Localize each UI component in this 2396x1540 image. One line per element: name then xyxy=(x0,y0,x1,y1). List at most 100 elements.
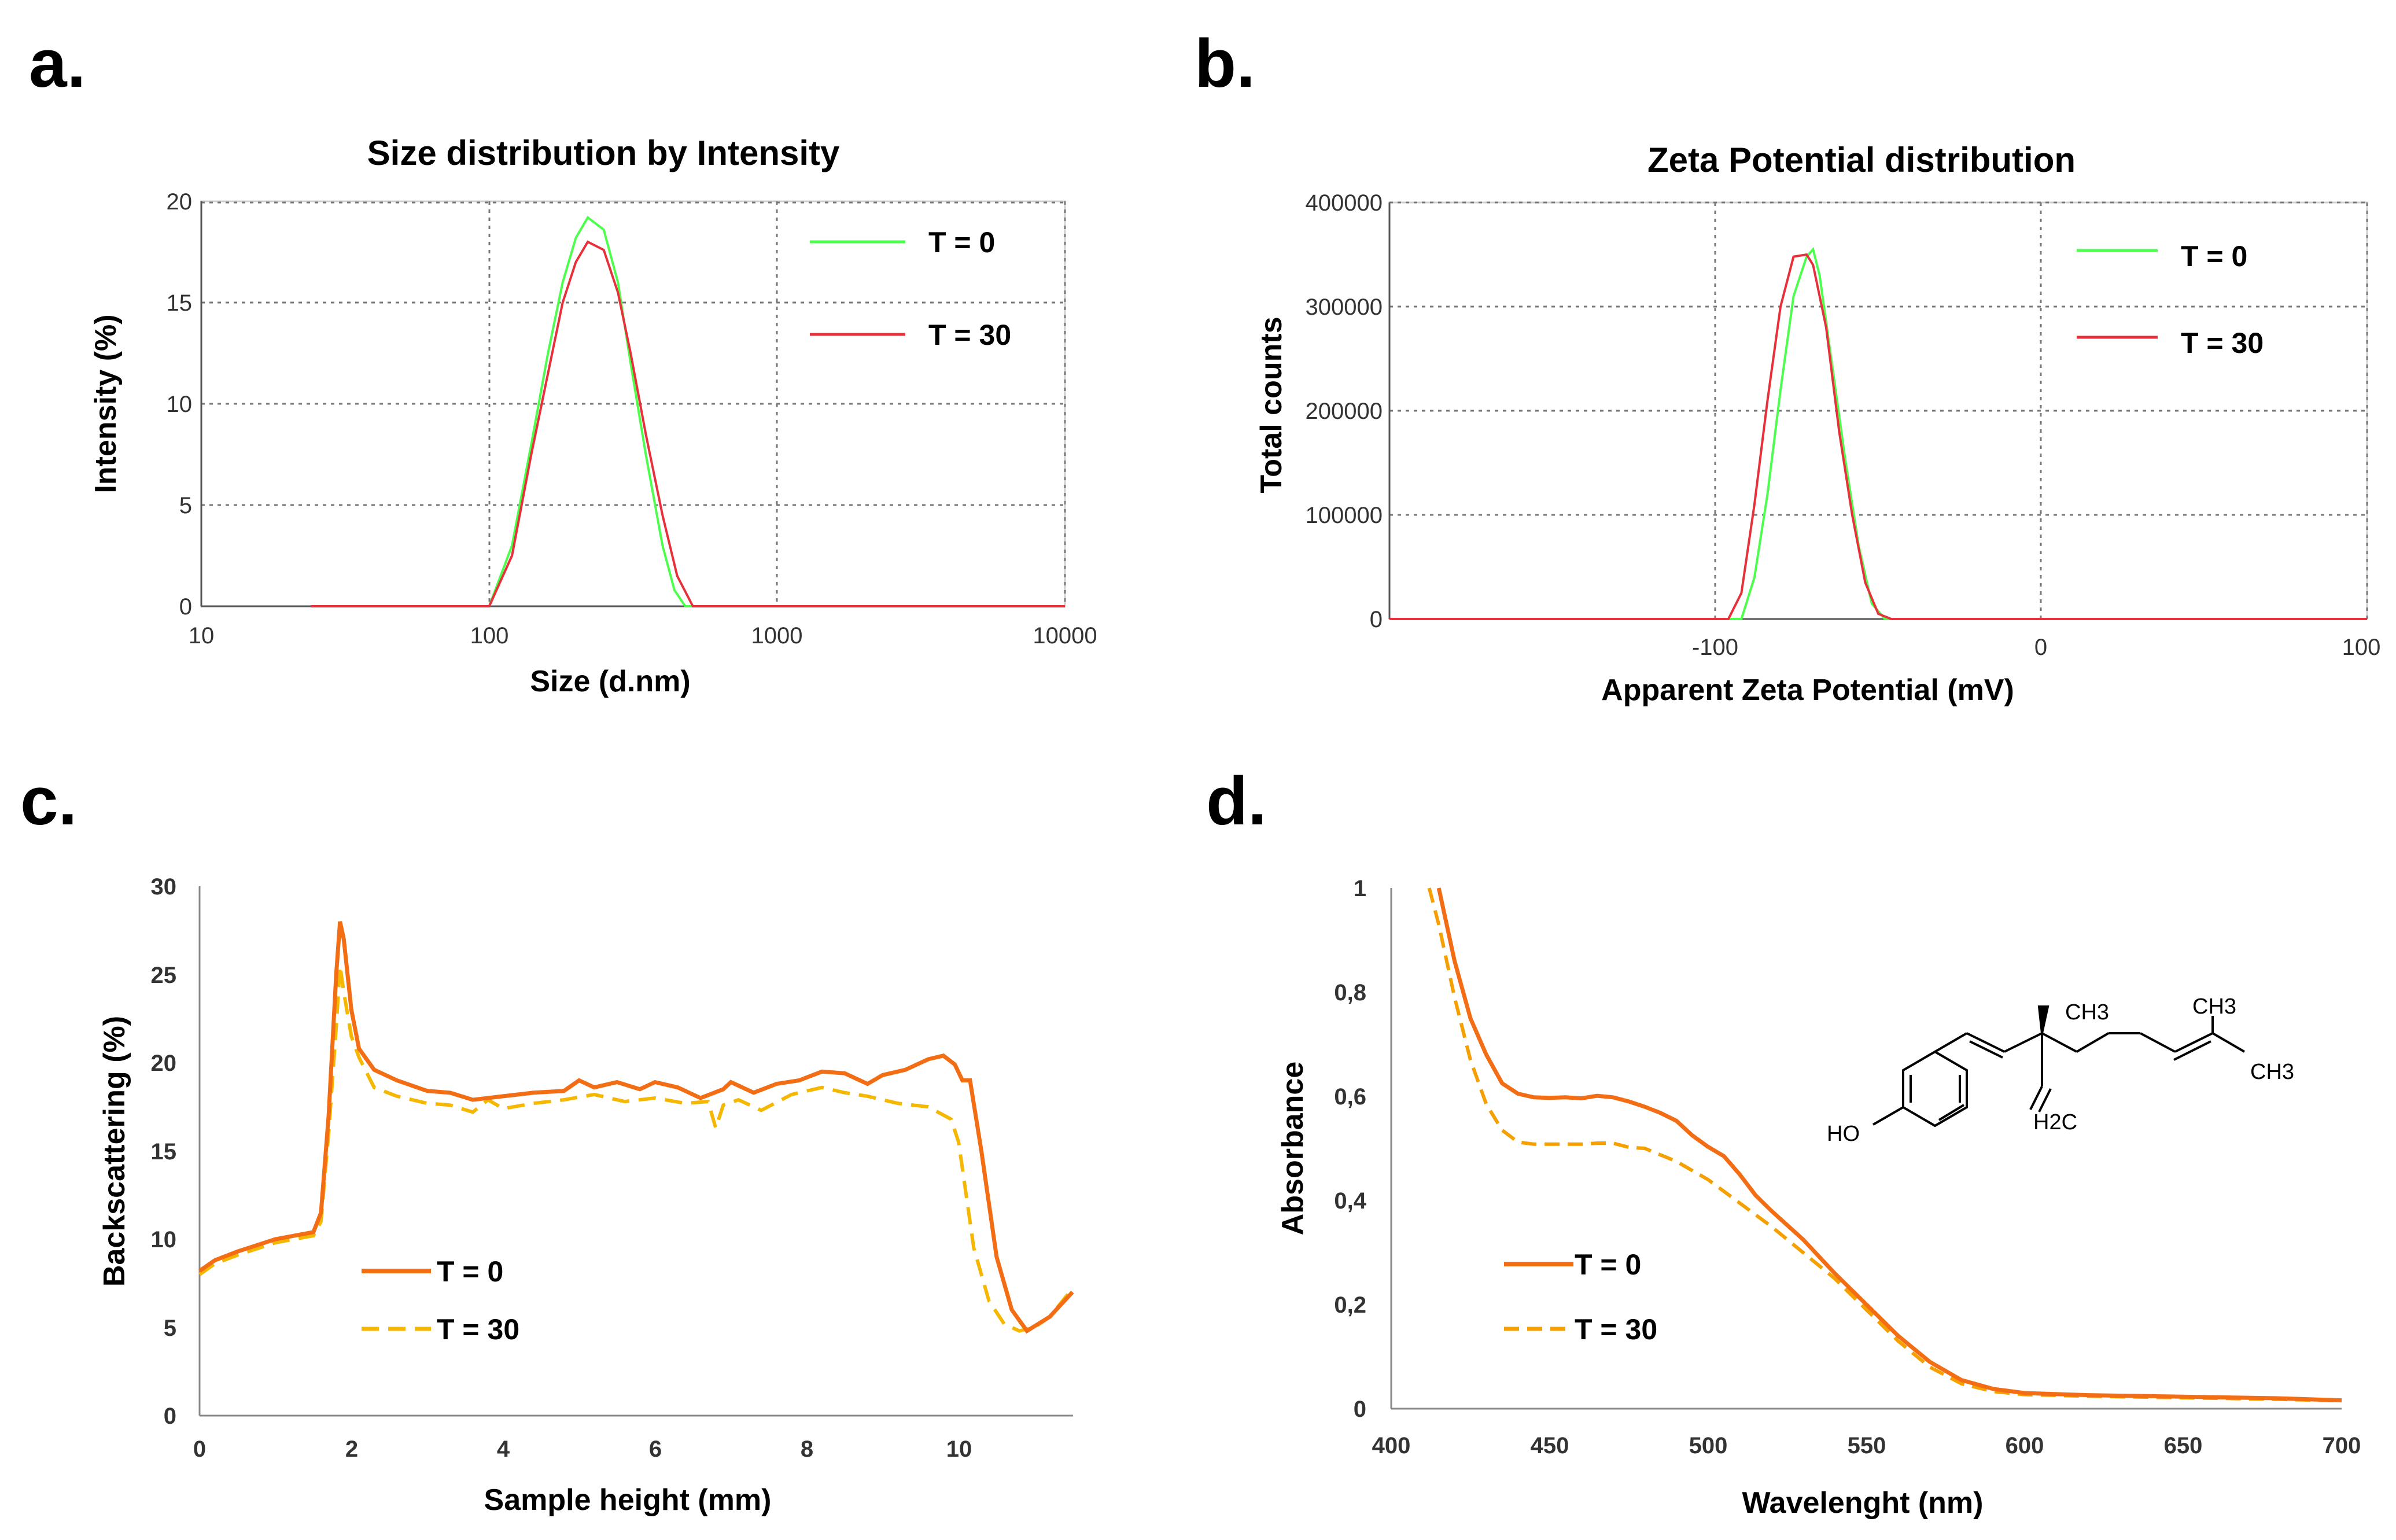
panel-d-xtick-400: 400 xyxy=(1372,1433,1411,1458)
bond-vinyl-2-double xyxy=(1969,1040,2003,1059)
panel-c-y-ticks: 0 5 10 15 20 25 30 xyxy=(151,874,177,1429)
panel-c-legend: T = 0 T = 30 xyxy=(362,1255,519,1346)
bond-ho xyxy=(1872,1106,1904,1126)
panel-d-xtick-700: 700 xyxy=(2323,1433,2361,1458)
panel-b-y-label: Total counts xyxy=(1255,316,1288,493)
panel-a-legend-label-t30: T = 30 xyxy=(928,319,1011,351)
bond-vinyl-down-2 xyxy=(2029,1086,2043,1110)
panel-d-ytick-0-2: 0,2 xyxy=(1334,1292,1366,1318)
panel-c-x-ticks: 0 2 4 6 8 10 xyxy=(193,1436,972,1462)
panel-c-ytick-20: 20 xyxy=(151,1051,177,1076)
ring-double-bond-3 xyxy=(1938,1104,1965,1121)
panel-b-legend: T = 0 T = 30 xyxy=(2077,240,2264,359)
panel-c-xtick-10: 10 xyxy=(946,1436,972,1462)
panel-b-xtick-100: 100 xyxy=(2342,635,2381,660)
panel-c-ytick-30: 30 xyxy=(151,874,177,900)
panel-c-legend-label-t30: T = 30 xyxy=(437,1313,519,1346)
panel-d-ytick-0-6: 0,6 xyxy=(1334,1084,1366,1110)
panel-b-title: Zeta Potential distribution xyxy=(1647,141,2076,179)
bond-chain-4 xyxy=(2174,1032,2213,1053)
panel-a-xtick-10000: 10000 xyxy=(1033,623,1097,649)
panel-b-ytick-200000: 200000 xyxy=(1306,399,1383,424)
panel-c-legend-label-t0: T = 0 xyxy=(437,1255,503,1288)
panel-a-letter: a. xyxy=(29,25,86,102)
molecule-label-ho: HO xyxy=(1827,1122,1860,1146)
panel-b-series-t30-line xyxy=(1389,253,2367,620)
panel-b-grid xyxy=(1389,201,2368,619)
panel-d-series-t0-line xyxy=(1436,887,2342,1403)
wedge-bond xyxy=(2037,1005,2049,1034)
bond-vinyl-1 xyxy=(1934,1032,1968,1053)
panel-c-ytick-0: 0 xyxy=(164,1403,176,1429)
panel-b-ytick-0: 0 xyxy=(1370,607,1383,632)
panel-d-xtick-550: 550 xyxy=(1848,1433,1886,1458)
panel-b-ytick-400000: 400000 xyxy=(1306,190,1383,216)
molecule-labels: HO CH3 CH3 CH3 H2C xyxy=(1827,994,2294,1146)
panel-d-xtick-450: 450 xyxy=(1531,1433,1569,1458)
panel-d-xtick-650: 650 xyxy=(2164,1433,2203,1458)
panel-a-ytick-0: 0 xyxy=(179,594,192,620)
panel-c-xtick-4: 4 xyxy=(497,1436,510,1462)
panel-c-ytick-5: 5 xyxy=(164,1316,176,1341)
panel-d-ytick-0-8: 0,8 xyxy=(1334,980,1366,1005)
panel-b: b. Zeta Potential distribution -100 0 10… xyxy=(1195,25,2380,707)
panel-d-y-ticks: 0 0,2 0,4 0,6 0,8 1 xyxy=(1334,876,1366,1422)
panel-b-ytick-300000: 300000 xyxy=(1306,294,1383,320)
panel-a-xtick-100: 100 xyxy=(470,623,509,649)
panel-c-xtick-8: 8 xyxy=(801,1436,813,1462)
panel-b-legend-label-t30: T = 30 xyxy=(2181,327,2264,359)
molecule-label-ch3-a: CH3 xyxy=(2065,1000,2109,1025)
bond-vinyl-down-2-double xyxy=(2038,1088,2052,1112)
molecule-structure xyxy=(1872,1005,2246,1128)
molecule-label-ch3-b: CH3 xyxy=(2192,994,2236,1019)
panel-c-xtick-2: 2 xyxy=(345,1436,358,1462)
panel-b-ytick-100000: 100000 xyxy=(1306,503,1383,528)
molecule-label-h2c: H2C xyxy=(2033,1110,2077,1134)
panel-d: d. 400 450 500 550 600 650 700 0 0,2 0,4… xyxy=(1206,763,2361,1520)
bond-chain-4-double xyxy=(2173,1040,2211,1061)
panel-b-series-t0-line xyxy=(1389,246,2367,620)
panel-c-xtick-0: 0 xyxy=(193,1436,206,1462)
benzene-ring xyxy=(1902,1050,1968,1128)
bond-chain-1 xyxy=(2076,1032,2110,1053)
panel-d-ytick-0-4: 0,4 xyxy=(1334,1188,1366,1214)
panel-b-x-ticks: -100 0 100 xyxy=(1692,635,2380,660)
panel-a-ytick-10: 10 xyxy=(167,392,193,417)
panel-b-y-ticks: 0 100000 200000 300000 400000 xyxy=(1306,190,1383,632)
panel-a-ytick-15: 15 xyxy=(167,290,193,316)
panel-d-ytick-1: 1 xyxy=(1354,876,1366,901)
panel-d-xtick-500: 500 xyxy=(1689,1433,1728,1458)
panel-d-x-ticks: 400 450 500 550 600 650 700 xyxy=(1372,1433,2361,1458)
panel-a-series-t0-line xyxy=(311,216,1065,607)
panel-a-legend: T = 0 T = 30 xyxy=(810,226,1011,351)
panel-c-ytick-10: 10 xyxy=(151,1227,177,1252)
panel-a-xtick-10: 10 xyxy=(189,623,215,649)
panel-c-ytick-25: 25 xyxy=(151,963,177,988)
panel-c-xtick-6: 6 xyxy=(649,1436,662,1462)
panel-d-xtick-600: 600 xyxy=(2006,1433,2044,1458)
bond-methyl-right xyxy=(2211,1032,2246,1053)
panel-b-legend-label-t0: T = 0 xyxy=(2181,240,2247,272)
panel-c-series-t0-line xyxy=(198,921,1074,1334)
panel-a-y-ticks: 0 5 10 15 20 xyxy=(167,189,193,620)
panel-b-letter: b. xyxy=(1195,25,1255,102)
panel-a-legend-label-t0: T = 0 xyxy=(928,226,995,259)
panel-b-xtick-m100: -100 xyxy=(1692,635,1738,660)
panel-d-legend-label-t30: T = 30 xyxy=(1575,1313,1657,1346)
panel-d-letter: d. xyxy=(1206,763,1267,839)
panel-c-y-label: Backscattering (%) xyxy=(98,1016,131,1287)
panel-d-legend: T = 0 T = 30 xyxy=(1504,1248,1657,1346)
panel-d-ytick-0: 0 xyxy=(1354,1397,1366,1422)
panel-c: c. 0 2 4 6 8 10 0 5 10 15 20 25 30 Sampl… xyxy=(20,763,1074,1517)
panel-b-xtick-0: 0 xyxy=(2034,635,2047,660)
panel-a-series-t30-line xyxy=(311,240,1065,607)
panel-d-x-label: Wavelenght (nm) xyxy=(1742,1486,1984,1520)
panel-a-xtick-1000: 1000 xyxy=(751,623,803,649)
bond-vinyl-2 xyxy=(1966,1032,2005,1053)
panel-d-y-label: Absorbance xyxy=(1276,1062,1310,1236)
bond-quaternary-right xyxy=(2041,1032,2077,1053)
panel-a-y-label: Intensity (%) xyxy=(89,314,123,493)
panel-a-x-ticks: 10 100 1000 10000 xyxy=(189,623,1097,649)
panel-a-x-label: Size (d.nm) xyxy=(530,665,690,698)
